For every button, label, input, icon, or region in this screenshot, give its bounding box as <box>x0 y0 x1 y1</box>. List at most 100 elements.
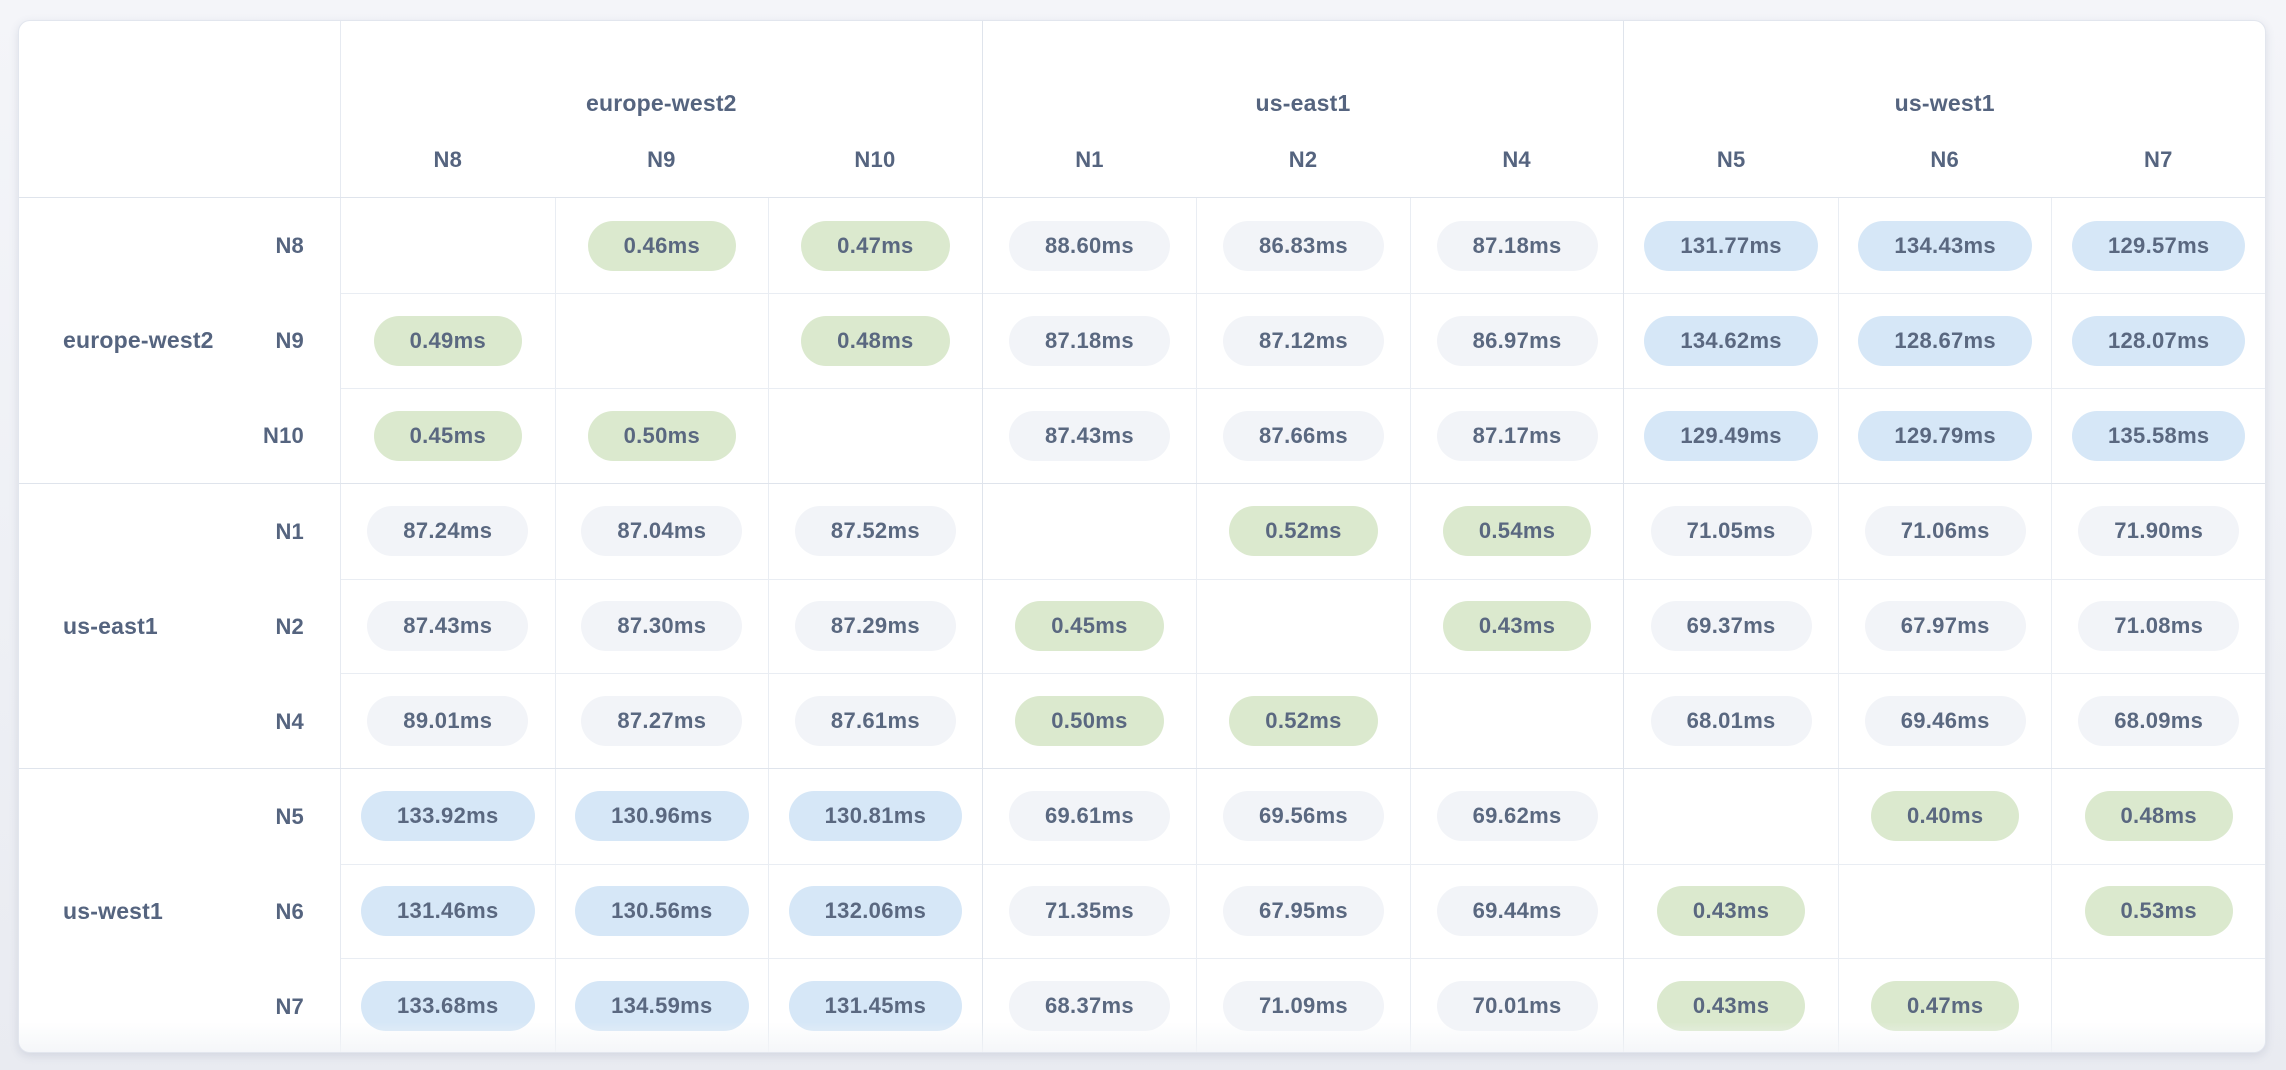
row-node-label: N6 <box>275 898 304 924</box>
latency-cell-N7-to-N9: 134.59ms <box>554 958 769 1052</box>
latency-cell-N2-to-N2 <box>1196 578 1410 674</box>
latency-cell-N4-to-N4 <box>1409 673 1624 768</box>
latency-value-pill: 0.46ms <box>587 220 737 271</box>
row-node-label: N10 <box>263 422 304 448</box>
latency-cell-N10-to-N7: 135.58ms <box>2051 388 2265 483</box>
latency-value-pill: 70.01ms <box>1436 981 1598 1032</box>
column-node-row: N8 N9 N10 <box>341 147 982 173</box>
latency-value-pill: 0.43ms <box>1656 981 1806 1032</box>
latency-cell-N6-to-N5: 0.43ms <box>1624 863 1838 959</box>
latency-value-pill: 130.96ms <box>575 791 749 842</box>
latency-value-pill: 0.47ms <box>1870 981 2020 1032</box>
latency-value-pill: 69.46ms <box>1864 696 2026 747</box>
latency-value-pill: 0.48ms <box>801 316 950 366</box>
latency-value-pill: 87.24ms <box>367 506 529 557</box>
latency-value-pill: 87.43ms <box>1008 411 1170 461</box>
latency-cell-N7-to-N8: 133.68ms <box>341 958 555 1052</box>
latency-cell-N1-to-N2: 0.52ms <box>1196 484 1410 579</box>
column-group-us-west1: us-west1 N5 N6 N7 <box>1623 21 2265 197</box>
matrix-column-header: europe-west2 N8 N9 N10 us-east1 N1 N2 N4… <box>19 21 2265 198</box>
latency-cell-N4-to-N5: 68.01ms <box>1624 673 1838 768</box>
latency-cell-N1-to-N8: 87.24ms <box>341 484 555 579</box>
column-node-label: N7 <box>2143 147 2173 172</box>
latency-value-pill: 131.77ms <box>1644 220 1818 271</box>
column-node-label: N9 <box>647 147 676 172</box>
latency-cell-N9-to-N2: 87.12ms <box>1196 293 1410 388</box>
latency-value-pill: 130.81ms <box>788 791 963 842</box>
cell-group-us-west1-x-us-east1: 69.61ms 69.56ms 69.62ms 71.35ms 67.95ms 69.44… <box>981 769 1624 1052</box>
row-node-label: N9 <box>275 327 304 353</box>
latency-value-pill: 88.60ms <box>1008 220 1170 271</box>
latency-cell-N5-to-N5 <box>1624 769 1838 864</box>
row-group-label-column: europe-west2 N8 N9 N10 <box>19 198 341 483</box>
latency-cell-N10-to-N9: 0.50ms <box>554 388 769 483</box>
latency-value-pill: 133.68ms <box>361 981 535 1032</box>
latency-value-pill: 87.30ms <box>581 601 743 652</box>
latency-cell-N7-to-N4: 70.01ms <box>1409 958 1624 1052</box>
latency-cell-N1-to-N7: 71.90ms <box>2051 484 2265 579</box>
latency-cell-N9-to-N8: 0.49ms <box>341 293 555 388</box>
latency-cell-N2-to-N6: 67.97ms <box>1837 578 2052 674</box>
latency-cell-N10-to-N2: 87.66ms <box>1196 388 1410 483</box>
latency-value-pill: 0.40ms <box>1870 791 2020 842</box>
latency-cell-N8-to-N9: 0.46ms <box>554 198 769 293</box>
latency-cell-N6-to-N7: 0.53ms <box>2051 863 2265 959</box>
latency-value-pill: 87.66ms <box>1223 411 1384 461</box>
latency-value-pill: 87.61ms <box>794 696 956 747</box>
latency-value-pill: 0.50ms <box>587 411 737 461</box>
latency-value-pill: 87.43ms <box>367 601 529 652</box>
latency-value-pill: 0.52ms <box>1229 696 1378 747</box>
latency-cell-N4-to-N7: 68.09ms <box>2051 673 2265 768</box>
row-node-label: N4 <box>275 708 304 734</box>
latency-cell-N4-to-N2: 0.52ms <box>1196 673 1410 768</box>
latency-cell-N5-to-N6: 0.40ms <box>1837 769 2052 864</box>
latency-value-pill: 69.37ms <box>1650 601 1812 652</box>
latency-value-pill: 87.27ms <box>581 696 743 747</box>
latency-value-pill: 0.43ms <box>1656 886 1806 937</box>
latency-value-pill: 69.44ms <box>1436 886 1598 937</box>
latency-value-pill: 0.45ms <box>373 411 522 461</box>
latency-cell-N8-to-N8 <box>341 198 555 293</box>
latency-value-pill: 86.83ms <box>1223 220 1384 271</box>
latency-cell-N5-to-N7: 0.48ms <box>2051 769 2265 864</box>
latency-value-pill: 68.01ms <box>1650 696 1812 747</box>
latency-cell-N5-to-N2: 69.56ms <box>1196 769 1410 864</box>
row-node-label: N2 <box>275 613 304 639</box>
latency-value-pill: 130.56ms <box>575 886 749 937</box>
latency-cell-N10-to-N1: 87.43ms <box>982 388 1197 483</box>
column-node-row: N5 N6 N7 <box>1624 147 2265 173</box>
latency-value-pill: 69.61ms <box>1008 791 1170 842</box>
latency-value-pill: 0.45ms <box>1015 601 1164 652</box>
latency-cell-N9-to-N9 <box>554 293 769 388</box>
latency-cell-N7-to-N5: 0.43ms <box>1624 958 1838 1052</box>
latency-cell-N8-to-N5: 131.77ms <box>1624 198 1838 293</box>
row-region-name: europe-west2 <box>63 327 214 353</box>
row-node-label: N1 <box>275 518 304 544</box>
latency-cell-N10-to-N6: 129.79ms <box>1837 388 2052 483</box>
cell-group-us-west1-x-europe-west2: 133.92ms 130.96ms 130.81ms 131.46ms 130.56ms… <box>341 769 982 1052</box>
latency-value-pill: 0.47ms <box>801 220 950 271</box>
latency-value-pill: 129.49ms <box>1644 411 1818 461</box>
latency-cell-N7-to-N1: 68.37ms <box>982 958 1197 1052</box>
column-group-us-east1: us-east1 N1 N2 N4 <box>981 21 1624 197</box>
latency-cell-N1-to-N4: 0.54ms <box>1409 484 1624 579</box>
latency-cell-N6-to-N4: 69.44ms <box>1409 863 1624 959</box>
latency-value-pill: 87.29ms <box>794 601 956 652</box>
latency-value-pill: 87.52ms <box>794 506 956 557</box>
column-node-label: N4 <box>1502 147 1531 172</box>
cell-group-us-east1-x-europe-west2: 87.24ms 87.04ms 87.52ms 87.43ms 87.30ms 87.29… <box>341 484 982 768</box>
row-group-us-west1: us-west1 N5 N6 N7 133.92ms 130.96ms 130.81ms 13… <box>19 768 2265 1052</box>
row-node-label: N5 <box>275 803 304 829</box>
row-group-europe-west2: europe-west2 N8 N9 N10 0.46ms 0.47ms 0.49ms 0.4… <box>19 198 2265 483</box>
cell-group-us-east1-x-us-east1: 0.52ms 0.54ms 0.45ms 0.43ms 0.50ms 0.52ms <box>981 484 1624 768</box>
column-node-label: N8 <box>433 147 463 172</box>
row-node-label: N8 <box>275 232 304 258</box>
latency-cell-N9-to-N1: 87.18ms <box>982 293 1197 388</box>
latency-value-pill: 132.06ms <box>788 886 963 937</box>
matrix-corner-cell <box>19 21 341 197</box>
latency-cell-N8-to-N4: 87.18ms <box>1409 198 1624 293</box>
latency-cell-N6-to-N8: 131.46ms <box>341 863 555 959</box>
row-node-label: N7 <box>275 993 304 1019</box>
cell-group-europe-west2-x-us-east1: 88.60ms 86.83ms 87.18ms 87.18ms 87.12ms 86.97… <box>981 198 1624 483</box>
